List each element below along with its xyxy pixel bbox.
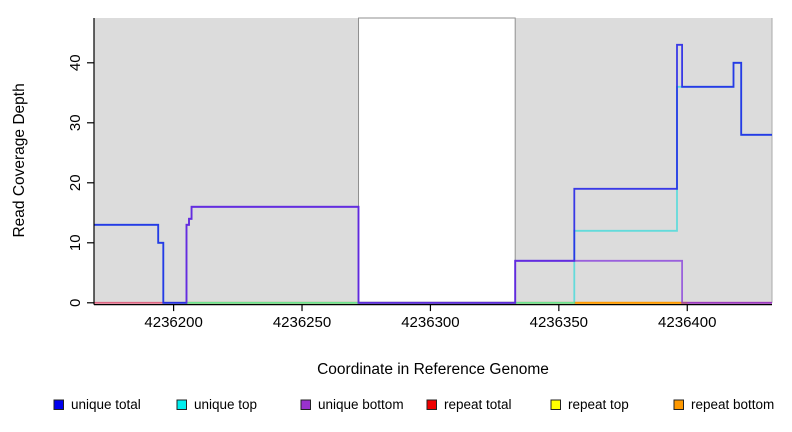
legend-swatch-unique-bottom [300, 399, 311, 410]
legend: unique total unique top unique bottom repea… [53, 397, 774, 412]
x-tick-label: 4236300 [401, 314, 459, 331]
legend-label: unique total [71, 397, 141, 412]
series-line-unique-bottom [185, 205, 772, 304]
y-tick-label: 10 [67, 234, 84, 251]
legend-swatch-repeat-total [426, 399, 437, 410]
legend-label: repeat bottom [691, 397, 774, 412]
y-tick-label: 20 [67, 174, 84, 191]
x-tick-label: 4236250 [273, 314, 331, 331]
plot-background-right [515, 18, 772, 303]
legend-swatch-repeat-bottom [673, 399, 684, 410]
legend-label: repeat total [444, 397, 512, 412]
legend-swatch-unique-top [176, 399, 187, 410]
y-tick-label: 0 [67, 299, 84, 307]
y-axis-title: Read Coverage Depth [11, 83, 28, 237]
highlight-band [358, 17, 516, 304]
legend-label: unique top [194, 397, 257, 412]
legend-swatch-unique-total [53, 399, 64, 410]
legend-label: repeat top [568, 397, 629, 412]
legend-label: unique bottom [318, 397, 404, 412]
x-axis-title: Coordinate in Reference Genome [317, 361, 549, 378]
x-tick-label: 4236400 [658, 314, 716, 331]
y-tick-label: 40 [67, 54, 84, 71]
plot-background-left [94, 18, 359, 303]
x-tick-label: 4236350 [530, 314, 588, 331]
legend-swatch-repeat-top [550, 399, 561, 410]
y-tick-label: 30 [67, 114, 84, 131]
x-tick-label: 4236200 [144, 314, 202, 331]
